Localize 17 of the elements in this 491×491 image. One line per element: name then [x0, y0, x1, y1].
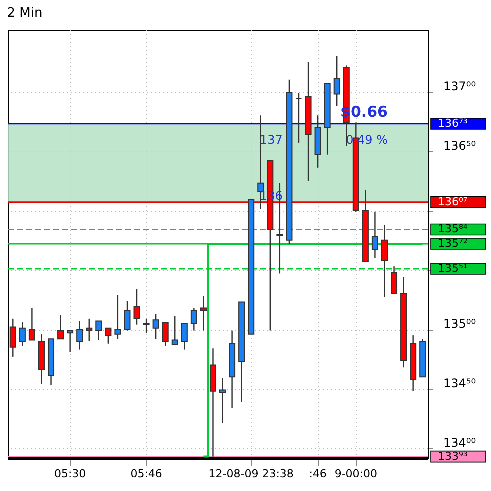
chart-title: 2 Min [7, 6, 43, 21]
y-tick-label: 135⁰⁰ [444, 317, 476, 332]
ref-line-label: 136⁰⁷ [438, 195, 468, 208]
y-tick-label: 134⁰⁰ [444, 436, 476, 450]
ref-line-label: 135⁵¹ [438, 262, 468, 275]
x-tick-label: 9-00:00 [334, 468, 378, 480]
x-tick-label: 12-08-09 23:38 [208, 468, 294, 480]
x-tick-label: 05:30 [54, 468, 86, 480]
ref-line-label: 136⁷³ [438, 116, 468, 130]
ref-line-label: 135⁸⁴ [438, 222, 468, 236]
x-tick-label: :46 [309, 468, 327, 480]
ref-line-label: 133⁹³ [438, 450, 468, 463]
y-tick-label: 137⁰⁰ [444, 79, 476, 94]
x-tick-label: 05:46 [130, 468, 162, 480]
ref-line-label: 135⁷² [438, 237, 468, 250]
y-tick-label: 134⁵⁰ [444, 376, 476, 391]
y-tick-label: 136⁵⁰ [444, 138, 476, 153]
